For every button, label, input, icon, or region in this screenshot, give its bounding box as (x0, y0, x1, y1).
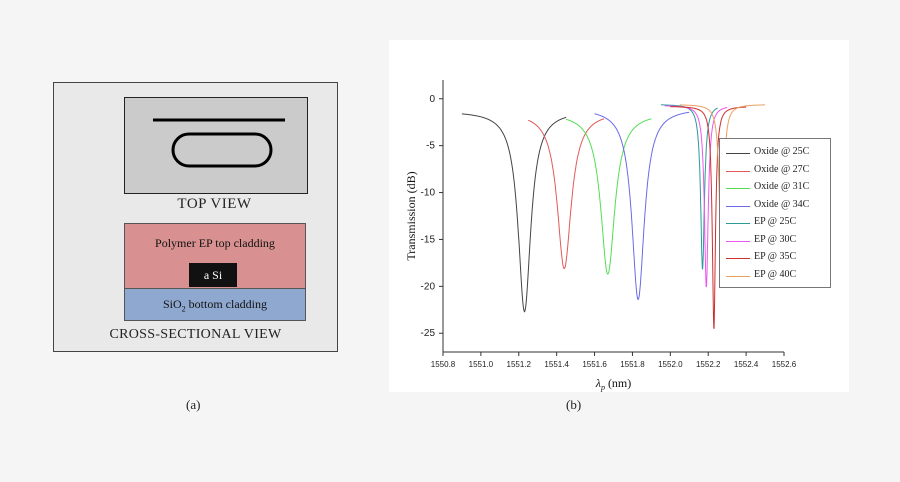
series-line (670, 106, 747, 329)
x-axis-label: λp (nm) (595, 376, 632, 392)
legend-entry: Oxide @ 27C (724, 163, 828, 179)
x-tick-label: 1552.4 (734, 360, 759, 369)
y-tick-label: -10 (421, 188, 436, 199)
legend-entry: EP @ 25C (724, 215, 828, 231)
ring-resonator-drawing (153, 118, 285, 168)
series-line (461, 113, 567, 313)
y-tick-label: 0 (429, 94, 435, 105)
legend-label: Oxide @ 25C (754, 146, 810, 157)
top-view-label: TOP VIEW (177, 196, 252, 212)
polymer-top-cladding: Polymer EP top cladding (124, 223, 306, 289)
racetrack-ring (171, 132, 273, 168)
x-tick-label: 1551.2 (507, 360, 532, 369)
legend-entry: EP @ 30C (724, 233, 828, 249)
legend-label: Oxide @ 27C (754, 163, 810, 175)
y-tick-label: -5 (426, 141, 435, 152)
legend-entry: Oxide @ 34C (724, 198, 828, 214)
legend-label: EP @ 35C (754, 251, 797, 262)
x-tick-label: 1551.0 (469, 360, 494, 369)
chart-legend: Oxide @ 25C Oxide @ 27C Oxide @ 31C Oxide @… (719, 138, 831, 288)
device-schematic-panel: TOP VIEW Polymer EP top cladding a Si Si… (53, 82, 338, 352)
legend-label: EP @ 25C (754, 216, 797, 227)
transmission-chart-panel: 0 -5 -10 -15 -20 -25 1550.8 1551.0 1551.2 1551.4 1… (389, 40, 849, 392)
legend-swatch (726, 170, 750, 172)
series-line (528, 118, 605, 269)
legend-entry: EP @ 35C (724, 250, 828, 266)
series-line (594, 111, 690, 300)
legend-swatch (726, 275, 750, 277)
y-tick-label: -20 (421, 281, 436, 292)
y-axis-label: Transmission (dB) (404, 171, 418, 260)
bottom-cladding-label: SiO2 bottom cladding (162, 297, 267, 314)
x-tick-label: 1552.0 (658, 360, 683, 369)
x-tick-label: 1552.2 (696, 360, 721, 369)
top-view-box (124, 97, 308, 194)
caption-a: (a) (186, 397, 201, 412)
y-tick-label: -15 (421, 234, 436, 245)
x-tick-label: 1552.6 (772, 360, 797, 369)
legend-label: Oxide @ 31C (754, 181, 810, 192)
cross-section-label: CROSS-SECTIONAL VIEW (109, 327, 282, 342)
silicon-core: a Si (189, 263, 237, 287)
oxide-bottom-cladding: SiO2 bottom cladding (124, 288, 306, 321)
x-tick-label: 1550.8 (431, 360, 456, 369)
series-line (565, 118, 652, 275)
series-line (664, 105, 728, 288)
legend-swatch (726, 205, 750, 207)
legend-swatch (726, 223, 750, 224)
legend-entry: Oxide @ 31C (724, 180, 828, 196)
x-tick-label: 1551.6 (582, 360, 607, 369)
legend-swatch (726, 153, 750, 154)
top-cladding-label: Polymer EP top cladding (155, 236, 275, 250)
caption-b: (b) (566, 397, 582, 412)
x-tick-label: 1551.4 (544, 360, 569, 369)
transmission-chart: 0 -5 -10 -15 -20 -25 1550.8 1551.0 1551.2 1551.4 1… (404, 80, 797, 392)
legend-entry: EP @ 40C (724, 268, 828, 284)
legend-swatch (726, 188, 750, 189)
legend-swatch (726, 258, 750, 259)
legend-label: EP @ 40C (754, 268, 797, 280)
legend-swatch (726, 240, 750, 242)
y-tick-label: -25 (421, 328, 436, 339)
legend-label: EP @ 30C (754, 233, 797, 245)
legend-label: Oxide @ 34C (754, 198, 810, 210)
x-tick-label: 1551.8 (620, 360, 645, 369)
legend-entry: Oxide @ 25C (724, 145, 828, 161)
